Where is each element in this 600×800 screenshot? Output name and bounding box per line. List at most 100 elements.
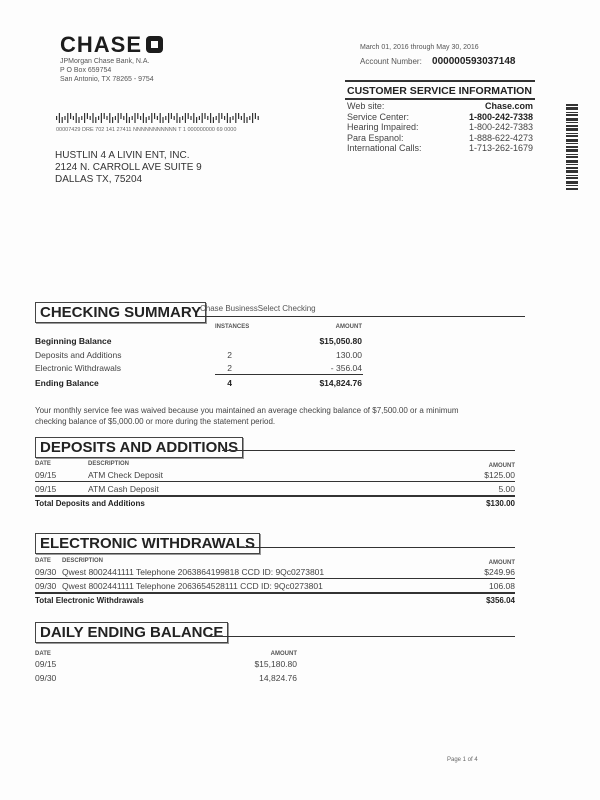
row-description: Qwest 8002441111 Telephone 2063864199818… xyxy=(62,567,325,577)
row-description: ATM Cash Deposit xyxy=(88,483,159,494)
summary-amount: $15,050.80 xyxy=(319,336,362,346)
logo-text: CHASE xyxy=(60,32,143,57)
barcode-bar xyxy=(58,113,60,123)
barcode-bar xyxy=(215,116,217,120)
chase-octagon-icon xyxy=(146,36,164,53)
divider xyxy=(237,547,515,548)
barcode-bar xyxy=(566,167,578,169)
barcode-bar xyxy=(151,113,153,123)
barcode-bar xyxy=(75,113,77,123)
barcode-bar xyxy=(131,116,133,120)
row-divider xyxy=(35,591,515,594)
summary-amount: - 356.04 xyxy=(330,363,362,373)
barcode-bar xyxy=(566,112,578,113)
barcode-bar xyxy=(226,113,228,123)
barcode-bar xyxy=(566,149,578,152)
barcode-bar xyxy=(81,116,83,120)
description-header: DESCRIPTION xyxy=(62,558,104,564)
date-header: DATE xyxy=(35,558,51,564)
barcode-bar xyxy=(566,135,578,137)
divider xyxy=(195,316,525,317)
bank-city: San Antonio, TX 78265 - 9754 xyxy=(60,76,154,83)
barcode-bar xyxy=(566,177,578,179)
barcode-bar xyxy=(566,146,578,148)
barcode-bar xyxy=(98,116,100,120)
fee-notice-line: checking balance of $5,000.00 or more du… xyxy=(35,417,276,426)
barcode-bar xyxy=(232,116,234,120)
summary-label: Electronic Withdrawals xyxy=(35,363,121,373)
checking-summary-heading: CHECKING SUMMARY xyxy=(35,302,207,323)
date-header: DATE xyxy=(35,461,51,467)
barcode-bar xyxy=(148,116,150,120)
barcode-bar xyxy=(134,113,136,123)
instances-header: INSTANCES xyxy=(215,324,250,330)
barcode-bar xyxy=(176,113,178,123)
service-value: 1-800-242-7383 xyxy=(468,122,533,132)
customer-service-row: Web site: Chase.com xyxy=(347,101,533,111)
barcode-bar xyxy=(224,116,226,120)
divider xyxy=(215,374,363,375)
page-number: Page 1 of 4 xyxy=(447,757,478,763)
row-description: ATM Check Deposit xyxy=(88,470,163,480)
row-divider xyxy=(35,494,515,497)
service-value: Chase.com xyxy=(484,101,533,111)
customer-name: HUSTLIN 4 A LIVIN ENT, INC. xyxy=(55,150,190,161)
barcode-bar xyxy=(221,113,223,119)
barcode-bar xyxy=(61,117,63,123)
barcode-bar xyxy=(566,122,578,123)
barcode-bar xyxy=(165,116,167,120)
bank-address: JPMorgan Chase Bank, N.A. P O Box 659754… xyxy=(60,57,154,84)
row-amount: 14,824.76 xyxy=(259,673,297,683)
deposits-heading: DEPOSITS AND ADDITIONS xyxy=(35,437,244,458)
barcode-bar xyxy=(86,113,88,119)
chase-logo: CHASE xyxy=(60,32,164,58)
barcode-bar xyxy=(173,116,175,120)
barcode-bar xyxy=(109,113,111,123)
barcode-bar xyxy=(126,113,128,123)
fee-notice-line: Your monthly service fee was waived beca… xyxy=(35,406,459,415)
barcode-bar xyxy=(566,188,578,190)
customer-service-title: CUSTOMER SERVICE INFORMATION xyxy=(347,85,532,97)
barcode-bar xyxy=(566,170,578,173)
barcode-bar xyxy=(120,113,122,119)
barcode-bar xyxy=(89,116,91,120)
withdrawals-heading: ELECTRONIC WITHDRAWALS xyxy=(35,533,260,554)
summary-label: Ending Balance xyxy=(35,378,99,388)
row-divider xyxy=(35,481,515,482)
barcode-bar xyxy=(246,117,248,123)
barcode-bar xyxy=(95,117,97,123)
barcode-bar xyxy=(106,116,108,120)
row-date: 09/30 xyxy=(35,673,57,683)
barcode-bar xyxy=(117,113,119,123)
side-barcode xyxy=(566,104,578,190)
barcode-bar xyxy=(566,107,578,110)
barcode-bar xyxy=(240,116,242,120)
summary-instances: 2 xyxy=(227,350,232,360)
barcode-bar xyxy=(198,116,200,120)
barcode-bar xyxy=(229,117,231,123)
service-label: Service Center: xyxy=(347,111,410,122)
barcode-bar xyxy=(123,116,125,120)
barcode-bar xyxy=(154,113,156,119)
amount-header: AMOUNT xyxy=(488,463,515,469)
barcode-bar xyxy=(190,116,192,120)
summary-amount: 130.00 xyxy=(336,350,362,360)
amount-header: AMOUNT xyxy=(270,651,297,657)
barcode-bar xyxy=(78,117,80,123)
customer-service-row: Para Espanol: 1-888-622-4273 xyxy=(347,133,533,143)
barcode-bar xyxy=(249,116,251,120)
bank-po-box: P O Box 659754 xyxy=(60,67,112,74)
barcode-bar xyxy=(67,113,69,123)
row-date: 09/15 xyxy=(35,659,57,669)
summary-instances: 4 xyxy=(227,378,232,388)
row-divider xyxy=(35,578,515,579)
total-amount: $130.00 xyxy=(486,499,515,508)
barcode-bar xyxy=(92,113,94,123)
barcode-bar xyxy=(243,113,245,123)
barcode-bar xyxy=(218,113,220,123)
account-product: Chase BusinessSelect Checking xyxy=(200,304,316,313)
divider xyxy=(208,636,515,637)
row-date: 09/15 xyxy=(35,470,57,480)
amount-header: AMOUNT xyxy=(488,560,515,566)
barcode-bar xyxy=(254,113,256,119)
